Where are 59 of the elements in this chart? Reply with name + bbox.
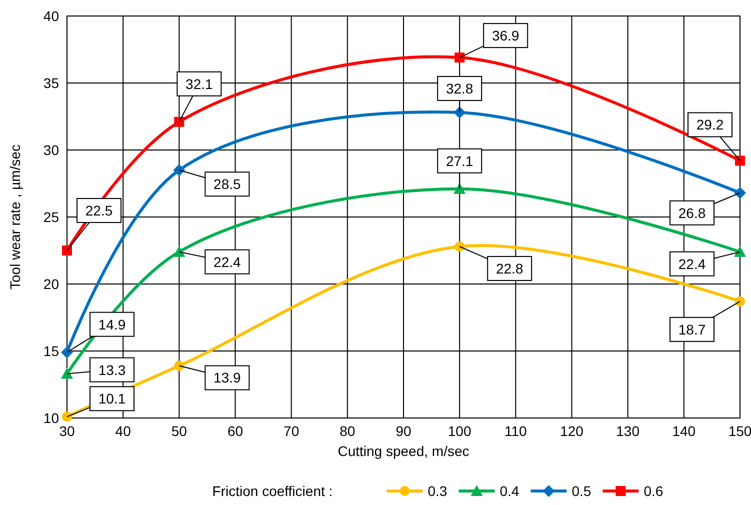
x-tick-label: 100 — [448, 423, 472, 439]
x-tick-label: 70 — [284, 423, 300, 439]
x-tick-label: 130 — [616, 423, 640, 439]
data-label: 32.8 — [446, 80, 474, 96]
data-label: 10.1 — [98, 390, 126, 407]
x-tick-label: 60 — [227, 423, 244, 439]
data-label: 18.7 — [678, 321, 706, 338]
legend-label: 0.4 — [500, 483, 520, 499]
x-tick-label: 50 — [171, 423, 188, 439]
x-tick-label: 90 — [396, 423, 412, 439]
x-tick-label: 140 — [672, 423, 696, 439]
y-tick-label: 30 — [43, 142, 60, 158]
legend-title: Friction coefficient : — [212, 483, 333, 499]
data-label: 36.9 — [492, 28, 520, 44]
x-axis-title: Cutting speed, m/sec — [338, 443, 470, 459]
data-label: 26.8 — [678, 204, 706, 221]
y-axis-title: Tool wear rate , µm/sec — [7, 144, 23, 290]
data-label: 22.5 — [85, 202, 113, 218]
point — [174, 360, 184, 371]
point — [734, 246, 746, 257]
y-tick-label: 25 — [43, 209, 60, 225]
x-tick-label: 40 — [115, 423, 132, 439]
point — [61, 346, 73, 358]
x-tick-label: 120 — [560, 423, 584, 439]
data-label: 22.8 — [496, 260, 524, 276]
point — [454, 106, 466, 118]
data-label: 32.1 — [186, 76, 214, 92]
point — [62, 412, 72, 422]
point — [174, 116, 184, 127]
y-tick-label: 20 — [43, 276, 60, 292]
point — [735, 156, 745, 166]
y-tick-label: 15 — [43, 343, 60, 359]
point — [454, 241, 465, 252]
data-label: 22.4 — [214, 254, 242, 270]
data-label: 28.5 — [214, 176, 242, 192]
data-label: 14.9 — [98, 316, 126, 332]
x-tick-label: 30 — [59, 423, 75, 439]
point — [173, 164, 186, 176]
x-tick-label: 110 — [504, 423, 528, 439]
y-tick-label: 10 — [43, 410, 60, 426]
data-label: 13.3 — [98, 362, 126, 378]
legend-label: 0.3 — [428, 483, 448, 499]
point — [734, 186, 746, 199]
legend-label: 0.5 — [572, 483, 592, 499]
data-label: 27.1 — [446, 152, 474, 169]
data-label: 13.9 — [214, 370, 242, 386]
data-label: 22.4 — [678, 256, 706, 272]
point — [454, 182, 466, 194]
legend-label: 0.6 — [644, 483, 664, 499]
point — [735, 296, 745, 306]
x-tick-label: 150 — [728, 423, 751, 439]
point — [454, 52, 465, 63]
point — [61, 368, 73, 379]
y-tick-label: 40 — [43, 8, 60, 24]
data-label: 29.2 — [696, 116, 724, 133]
point — [62, 246, 72, 256]
y-tick-label: 35 — [43, 75, 60, 91]
x-tick-label: 80 — [340, 423, 356, 439]
point — [173, 246, 186, 257]
